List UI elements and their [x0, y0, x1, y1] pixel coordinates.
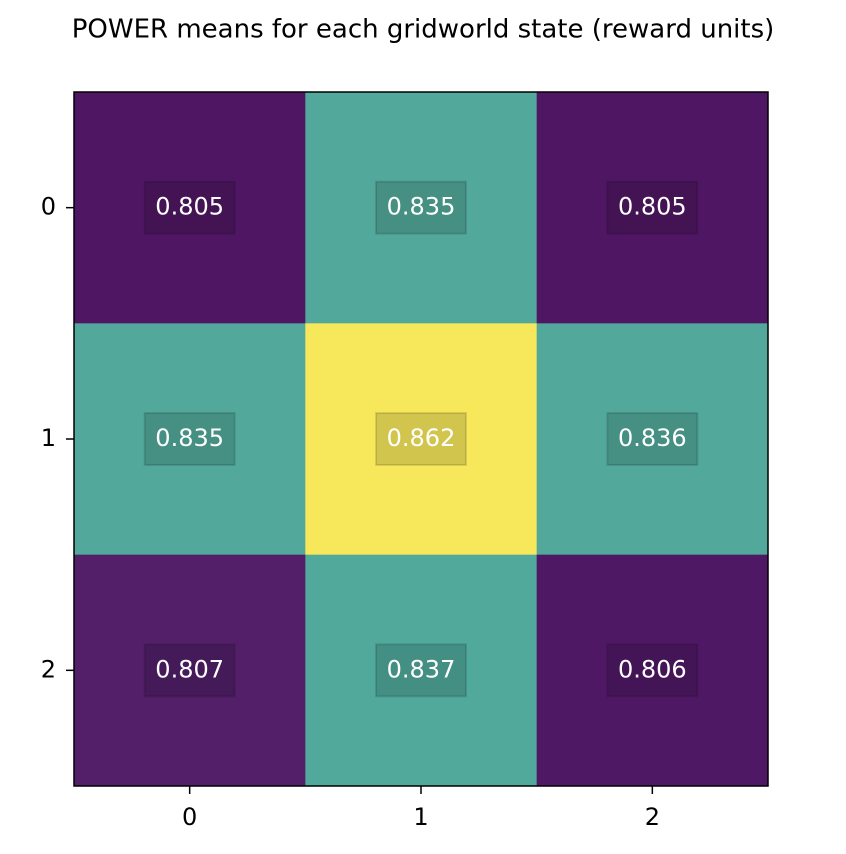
value-label-box — [606, 412, 699, 466]
heatmap-cell — [536, 554, 769, 787]
value-label: 0.836 — [618, 424, 687, 452]
heatmap-cell — [536, 323, 769, 556]
y-tick-label: 2 — [41, 655, 56, 683]
heatmap-cell — [305, 92, 538, 324]
value-label: 0.835 — [387, 193, 456, 221]
value-label-box — [143, 180, 236, 235]
value-label-box — [606, 180, 699, 235]
value-label-box — [375, 180, 467, 235]
value-label: 0.805 — [155, 193, 224, 221]
value-label: 0.837 — [387, 655, 456, 683]
heatmap-cell — [74, 323, 306, 556]
y-tick-label: 1 — [41, 424, 56, 452]
value-label-box — [143, 643, 236, 698]
heatmap-cell — [305, 554, 538, 787]
value-label: 0.807 — [155, 655, 224, 683]
heatmap-cell — [74, 554, 306, 787]
heatmap-cell — [305, 323, 538, 556]
value-label-box — [375, 643, 467, 698]
y-tick-label: 0 — [41, 193, 56, 221]
value-label: 0.862 — [387, 424, 456, 452]
heatmap-cell — [536, 92, 769, 324]
value-label-box — [375, 412, 467, 466]
value-label: 0.806 — [618, 655, 687, 683]
value-label-box — [143, 412, 236, 466]
value-label: 0.805 — [618, 193, 687, 221]
x-tick-label: 1 — [413, 803, 428, 831]
x-tick-label: 0 — [182, 803, 197, 831]
value-label-box — [606, 643, 699, 698]
heatmap-cell — [74, 92, 306, 324]
value-label: 0.835 — [155, 424, 224, 452]
x-tick-label: 2 — [645, 803, 660, 831]
chart-title: POWER means for each gridworld state (re… — [72, 15, 775, 45]
